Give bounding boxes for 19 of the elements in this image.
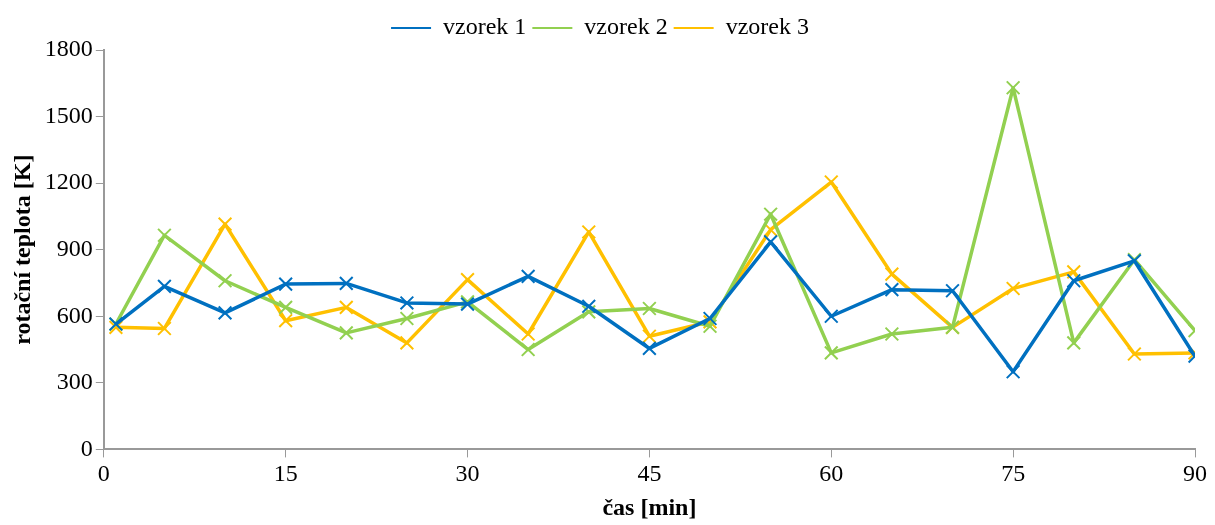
y-tick-label: 1500 xyxy=(44,101,93,128)
x-tick-label: 0 xyxy=(97,460,110,487)
y-axis-title: rotační teplota [K] xyxy=(8,154,35,345)
x-tick-label: 90 xyxy=(1183,460,1207,487)
legend-label: vzorek 3 xyxy=(725,13,809,40)
x-tick-label: 75 xyxy=(1001,460,1026,487)
legend-label: vzorek 2 xyxy=(584,13,668,40)
x-tick-label: 30 xyxy=(455,460,480,487)
x-axis-title: čas [min] xyxy=(602,493,697,520)
legend-label: vzorek 1 xyxy=(443,13,527,40)
y-tick-label: 1200 xyxy=(44,168,93,195)
y-tick-label: 0 xyxy=(80,434,93,461)
y-tick-label: 1800 xyxy=(44,35,93,62)
y-tick-label: 900 xyxy=(56,235,93,261)
x-tick-label: 60 xyxy=(819,460,844,487)
x-tick-label: 45 xyxy=(637,460,662,487)
y-tick-label: 600 xyxy=(56,301,93,328)
y-tick-label: 300 xyxy=(56,368,93,395)
x-tick-label: 15 xyxy=(273,460,298,487)
